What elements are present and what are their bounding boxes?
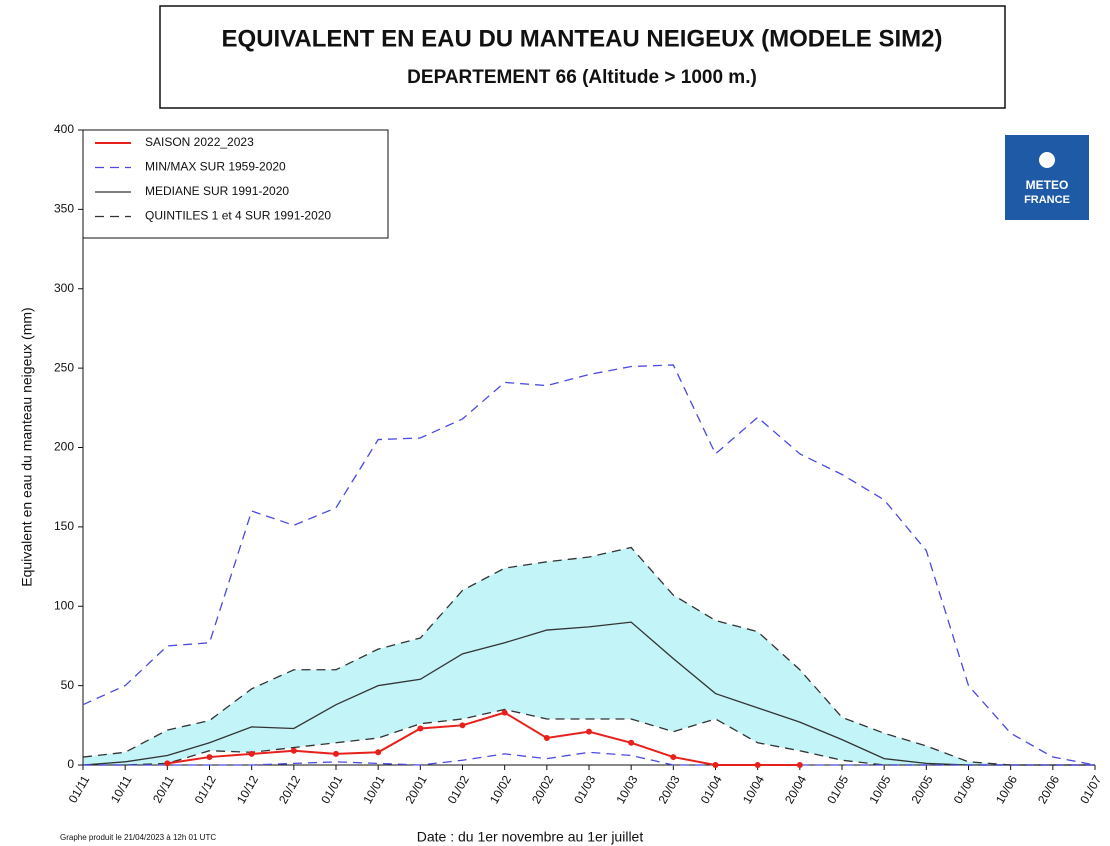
series-line	[83, 751, 1095, 766]
point	[754, 762, 761, 768]
x-tick-label: 20/01	[403, 773, 430, 806]
point	[333, 750, 339, 757]
x-tick-label: 20/05	[909, 773, 936, 806]
x-tick-label: 10/04	[740, 773, 767, 806]
quintile-band	[83, 547, 1095, 765]
logo	[1005, 135, 1089, 220]
chart-title: EQUIVALENT EN EAU DU MANTEAU NEIGEUX (MO…	[222, 25, 943, 52]
x-tick-label: 01/05	[824, 773, 851, 806]
x-tick-label: 10/01	[360, 773, 387, 806]
legend-label: MEDIANE SUR 1991-2020	[145, 184, 289, 198]
y-tick-label: 0	[67, 757, 74, 771]
y-tick-label: 400	[54, 122, 74, 136]
x-tick-label: 01/03	[571, 773, 598, 806]
x-tick-label: 01/12	[192, 773, 219, 806]
point	[501, 709, 508, 716]
x-tick-label: 20/04	[782, 773, 809, 806]
point	[164, 760, 171, 767]
x-tick-label: 10/03	[613, 773, 640, 806]
point	[459, 722, 466, 729]
y-tick-label: 350	[54, 202, 74, 216]
point	[712, 762, 719, 768]
x-tick-label: 01/07	[1077, 773, 1104, 806]
x-tick-label: 20/06	[1035, 773, 1062, 806]
legend-label: MIN/MAX SUR 1959-2020	[145, 160, 286, 174]
point	[543, 735, 550, 742]
footnote: Graphe produit le 21/04/2023 à 12h 01 UT…	[60, 833, 216, 842]
legend-label: SAISON 2022_2023	[145, 135, 254, 149]
x-tick-label: 01/02	[445, 773, 472, 806]
series-line	[82, 364, 1096, 766]
x-tick-label: 20/11	[150, 773, 177, 806]
x-tick-label: 20/12	[276, 773, 303, 806]
point	[586, 728, 592, 735]
legend-box	[82, 129, 389, 239]
point	[290, 747, 297, 754]
x-tick-label: 01/01	[318, 773, 345, 806]
point	[248, 750, 255, 757]
y-axis-label: Equivalent en eau du manteau neigeux (mm…	[19, 307, 35, 586]
point	[375, 749, 382, 756]
x-tick-label: 10/11	[108, 773, 135, 806]
point	[206, 754, 213, 761]
y-tick-label: 100	[54, 598, 74, 612]
title-box	[159, 5, 1006, 109]
y-tick-label: 150	[54, 519, 74, 533]
x-tick-label: 10/05	[866, 773, 893, 806]
x-tick-label: 10/02	[487, 773, 514, 806]
point	[670, 754, 677, 761]
legend-label: QUINTILES 1 et 4 SUR 1991-2020	[145, 209, 331, 223]
y-tick-label: 300	[54, 281, 74, 295]
series-line	[82, 546, 1095, 766]
logo-text: METEO	[1026, 178, 1069, 192]
x-tick-label: 01/06	[951, 773, 978, 806]
x-tick-label: 10/06	[993, 773, 1020, 806]
series-line	[82, 621, 1095, 766]
y-tick-label: 250	[54, 360, 74, 374]
logo-text: FRANCE	[1024, 194, 1070, 206]
x-tick-label: 20/02	[529, 773, 556, 806]
x-tick-label: 01/04	[698, 773, 725, 806]
x-tick-label: 20/03	[656, 773, 683, 806]
logo-icon	[1039, 152, 1055, 168]
chart-subtitle: DEPARTEMENT 66 (Altitude > 1000 m.)	[407, 67, 757, 88]
point	[417, 725, 424, 732]
point	[796, 762, 803, 768]
x-axis-label: Date : du 1er novembre au 1er juillet	[417, 829, 644, 845]
y-tick-label: 50	[61, 678, 75, 692]
point	[628, 739, 635, 746]
x-tick-label: 01/11	[66, 773, 93, 806]
y-tick-label: 200	[54, 440, 74, 454]
x-tick-label: 10/12	[234, 773, 261, 806]
series-line	[167, 711, 800, 766]
